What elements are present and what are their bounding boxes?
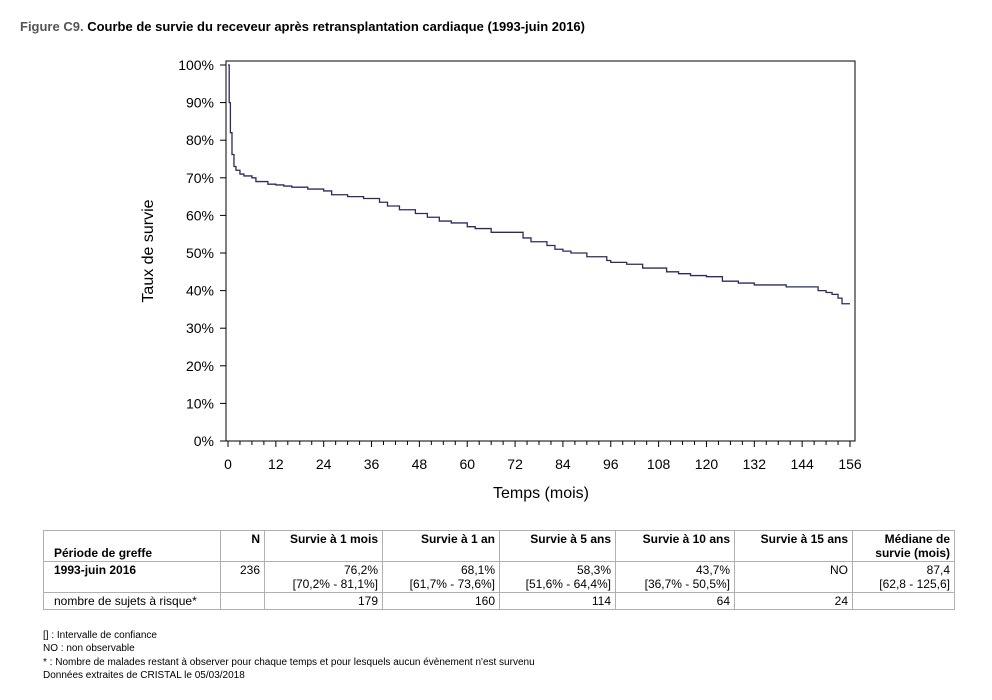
- cell-10-years: 43,7% [36,7% - 50,5%]: [615, 561, 735, 593]
- cell-at-risk-n: [220, 592, 265, 610]
- plot-frame: [225, 60, 856, 442]
- header-1-year: Survie à 1 an: [382, 530, 500, 562]
- x-tick-label: 144: [790, 456, 814, 472]
- value-1-month: 76,2%: [343, 563, 378, 577]
- x-axis-title: Temps (mois): [493, 485, 589, 502]
- header-1-month: Survie à 1 mois: [264, 530, 383, 562]
- header-period: Période de greffe: [43, 530, 221, 562]
- figure-label: Figure C9.: [20, 19, 84, 34]
- x-tick-label: 120: [695, 456, 719, 472]
- x-tick-label: 108: [647, 456, 671, 472]
- y-tick-label: 10%: [186, 395, 214, 411]
- cell-median: 87,4 [62,8 - 125,6]: [852, 561, 955, 593]
- y-tick-label: 50%: [186, 245, 214, 261]
- cell-at-risk-10-years: 64: [615, 592, 735, 610]
- footnote-no: NO : non observable: [43, 643, 135, 655]
- cell-1-month: 76,2% [70,2% - 81,1%]: [264, 561, 383, 593]
- y-tick-label: 20%: [186, 358, 214, 374]
- figure-title: Figure C9. Courbe de survie du receveur …: [20, 19, 585, 34]
- series-line-survival: [228, 64, 850, 305]
- cell-n: 236: [220, 561, 265, 593]
- ci-median: [62,8 - 125,6]: [879, 577, 950, 591]
- table-row-at-risk: nombre de sujets à risque* 179 160 114 6…: [43, 592, 955, 610]
- value-15-years: NO: [830, 563, 848, 577]
- header-5-years: Survie à 5 ans: [499, 530, 616, 562]
- footnote-source: Données extraites de CRISTAL le 05/03/20…: [43, 669, 245, 681]
- survival-table: Période de greffe N Survie à 1 mois Surv…: [43, 530, 955, 610]
- ci-5-years: [51,6% - 64,4%]: [525, 577, 611, 591]
- x-tick-label: 36: [364, 456, 380, 472]
- value-median: 87,4: [926, 563, 950, 577]
- cell-at-risk-median: [852, 592, 955, 610]
- cell-at-risk-5-years: 114: [499, 592, 616, 610]
- footnote-ci: [] : Intervalle de confiance: [43, 630, 157, 641]
- y-axis-title: Taux de survie: [140, 199, 157, 302]
- header-median: Médiane de survie (mois): [852, 530, 955, 562]
- x-tick-label: 48: [412, 456, 428, 472]
- x-tick-label: 132: [743, 456, 767, 472]
- footnotes: [] : Intervalle de confiance NO : non ob…: [43, 629, 535, 682]
- ci-1-month: [70,2% - 81,1%]: [292, 577, 378, 591]
- value-1-year: 68,1%: [460, 563, 495, 577]
- value-5-years: 58,3%: [576, 563, 611, 577]
- x-tick-label: 0: [224, 456, 232, 472]
- y-axis: 0% 10% 20% 30% 40% 50% 60% 70% 80% 90% 100%: [178, 57, 226, 449]
- y-tick-label: 60%: [186, 207, 214, 223]
- y-tick-label: 80%: [186, 132, 214, 148]
- cell-period: 1993-juin 2016: [43, 561, 221, 593]
- survival-chart: 0% 10% 20% 30% 40% 50% 60% 70% 80% 90% 100% 0 12 24 3…: [140, 57, 862, 502]
- ci-1-year: [61,7% - 73,6%]: [409, 577, 495, 591]
- header-n: N: [220, 530, 265, 562]
- x-tick-label: 60: [459, 456, 475, 472]
- cell-at-risk-label: nombre de sujets à risque*: [43, 592, 221, 610]
- value-10-years: 43,7%: [695, 563, 730, 577]
- y-tick-label: 0%: [194, 433, 214, 449]
- table-header-row: Période de greffe N Survie à 1 mois Surv…: [43, 530, 955, 562]
- x-tick-label: 96: [603, 456, 619, 472]
- y-tick-label: 70%: [186, 170, 214, 186]
- y-tick-label: 40%: [186, 283, 214, 299]
- cell-15-years: NO: [734, 561, 853, 593]
- ci-10-years: [36,7% - 50,5%]: [644, 577, 730, 591]
- cell-at-risk-1-month: 179: [264, 592, 383, 610]
- cell-5-years: 58,3% [51,6% - 64,4%]: [499, 561, 616, 593]
- figure-title-text: Courbe de survie du receveur après retra…: [87, 19, 585, 34]
- y-tick-label: 100%: [178, 57, 214, 73]
- y-tick-label: 90%: [186, 95, 214, 111]
- x-tick-label: 24: [316, 456, 332, 472]
- cell-1-year: 68,1% [61,7% - 73,6%]: [382, 561, 500, 593]
- x-tick-label: 84: [555, 456, 571, 472]
- table-row-period: 1993-juin 2016 236 76,2% [70,2% - 81,1%] …: [43, 561, 955, 593]
- cell-at-risk-15-years: 24: [734, 592, 853, 610]
- x-tick-label: 156: [838, 456, 862, 472]
- header-10-years: Survie à 10 ans: [615, 530, 735, 562]
- footnote-at-risk: * : Nombre de malades restant à observer…: [43, 656, 535, 668]
- x-tick-label: 12: [268, 456, 284, 472]
- x-tick-label: 72: [507, 456, 523, 472]
- header-15-years: Survie à 15 ans: [734, 530, 853, 562]
- y-tick-label: 30%: [186, 320, 214, 336]
- cell-at-risk-1-year: 160: [382, 592, 500, 610]
- x-axis: 0 12 24 36 48 60 72 84 96 108 120 132 144 156: [224, 441, 862, 472]
